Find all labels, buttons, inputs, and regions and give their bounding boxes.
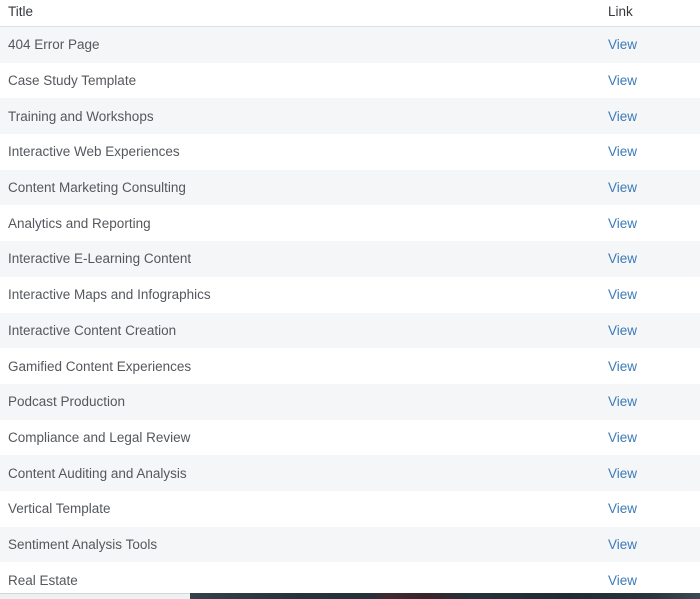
row-title: Training and Workshops — [0, 98, 600, 135]
view-link[interactable]: View — [608, 572, 638, 588]
header-row: Title Link — [0, 0, 700, 27]
row-link-cell: View — [600, 455, 700, 491]
row-link-cell: View — [600, 62, 700, 99]
table-row: Content Auditing and Analysis View — [0, 455, 700, 491]
table-row: Interactive Maps and Infographics View — [0, 276, 700, 313]
table-row: Podcast Production View — [0, 383, 700, 420]
view-link[interactable]: View — [608, 287, 638, 303]
table-row: Interactive Content Creation View — [0, 312, 700, 349]
row-link-cell: View — [600, 134, 700, 170]
row-title: Interactive Web Experiences — [0, 134, 600, 170]
row-link-cell: View — [600, 526, 700, 563]
scrollbar-track[interactable] — [0, 593, 190, 599]
row-title: Interactive Content Creation — [0, 312, 600, 349]
view-link[interactable]: View — [608, 465, 638, 481]
table-row: Content Marketing Consulting View — [0, 169, 700, 206]
table-row: Sentiment Analysis Tools View — [0, 526, 700, 563]
table-row: Training and Workshops View — [0, 98, 700, 135]
view-link[interactable]: View — [608, 358, 638, 374]
row-title: Real Estate — [0, 562, 600, 598]
row-title: Gamified Content Experiences — [0, 348, 600, 384]
row-link-cell: View — [600, 490, 700, 527]
table-row: Real Estate View — [0, 562, 700, 598]
column-header-link: Link — [600, 0, 700, 27]
view-link[interactable]: View — [608, 37, 638, 53]
row-link-cell: View — [600, 312, 700, 349]
table-row: Case Study Template View — [0, 62, 700, 99]
row-link-cell: View — [600, 26, 700, 63]
row-link-cell: View — [600, 241, 700, 277]
table-header: Title Link — [0, 0, 700, 27]
bottom-horizontal-scrollbar — [0, 592, 700, 599]
view-link[interactable]: View — [608, 180, 638, 196]
table-body: 404 Error Page View Case Study Template … — [0, 26, 700, 598]
row-link-cell: View — [600, 562, 700, 598]
view-link[interactable]: View — [608, 429, 638, 445]
table-row: Analytics and Reporting View — [0, 205, 700, 242]
view-link[interactable]: View — [608, 215, 638, 231]
table-row: Compliance and Legal Review View — [0, 419, 700, 456]
table-row: 404 Error Page View — [0, 26, 700, 63]
row-link-cell: View — [600, 276, 700, 313]
view-link[interactable]: View — [608, 536, 638, 552]
row-title: Sentiment Analysis Tools — [0, 526, 600, 563]
row-title: Vertical Template — [0, 490, 600, 527]
row-title: Interactive Maps and Infographics — [0, 276, 600, 313]
view-link[interactable]: View — [608, 144, 638, 160]
row-link-cell: View — [600, 169, 700, 206]
view-link[interactable]: View — [608, 322, 638, 338]
row-title: Podcast Production — [0, 383, 600, 420]
view-link[interactable]: View — [608, 501, 638, 517]
row-link-cell: View — [600, 348, 700, 384]
view-link[interactable]: View — [608, 394, 638, 410]
row-link-cell: View — [600, 205, 700, 242]
row-title: Compliance and Legal Review — [0, 419, 600, 456]
column-header-title: Title — [0, 0, 600, 27]
row-title: Case Study Template — [0, 62, 600, 99]
row-link-cell: View — [600, 98, 700, 135]
row-title: Interactive E-Learning Content — [0, 241, 600, 277]
view-link[interactable]: View — [608, 73, 638, 89]
row-title: Content Auditing and Analysis — [0, 455, 600, 491]
row-title: Analytics and Reporting — [0, 205, 600, 242]
view-link[interactable]: View — [608, 251, 638, 267]
table-row: Interactive Web Experiences View — [0, 134, 700, 170]
row-title: Content Marketing Consulting — [0, 169, 600, 206]
row-link-cell: View — [600, 383, 700, 420]
view-link[interactable]: View — [608, 108, 638, 124]
scrollbar-thumb[interactable] — [190, 593, 700, 599]
table-row: Vertical Template View — [0, 490, 700, 527]
table-row: Gamified Content Experiences View — [0, 348, 700, 384]
table-row: Interactive E-Learning Content View — [0, 241, 700, 277]
row-title: 404 Error Page — [0, 26, 600, 63]
row-link-cell: View — [600, 419, 700, 456]
